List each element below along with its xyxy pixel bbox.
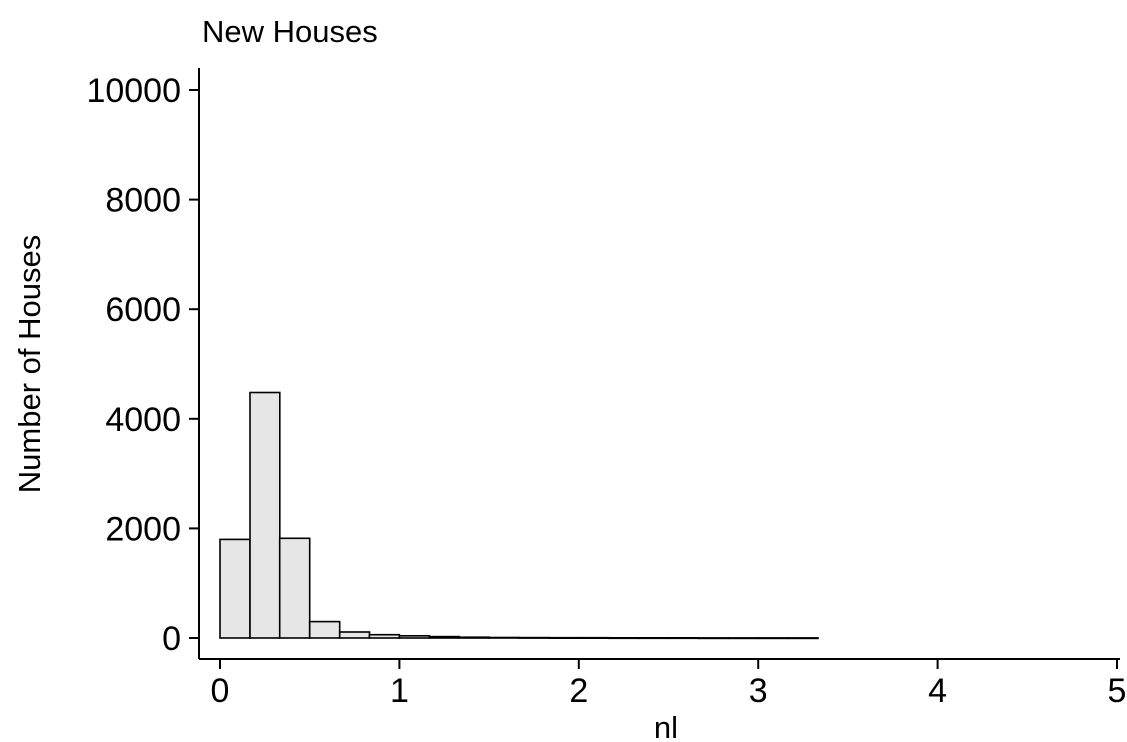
x-tick-label: 0: [211, 672, 230, 710]
histogram-bar: [249, 391, 281, 639]
y-tick-label: 8000: [105, 182, 181, 220]
y-tick-label: 0: [162, 620, 181, 658]
histogram-bar: [278, 537, 311, 639]
histogram-bar: [398, 634, 431, 639]
y-tick-label: 2000: [105, 510, 181, 548]
histogram-bar: [219, 538, 251, 639]
histogram-bar: [697, 637, 730, 640]
y-axis-ticks: 0 2000 4000 6000 8000 10000: [86, 72, 199, 658]
y-tick-label: 6000: [105, 291, 181, 329]
x-tick-label: 5: [1108, 672, 1127, 710]
histogram-bar: [637, 636, 670, 640]
histogram-bar: [607, 636, 640, 640]
y-tick-label: 10000: [86, 72, 181, 110]
histogram-bar: [547, 636, 580, 640]
x-tick-label: 4: [928, 672, 947, 710]
histogram-bar: [338, 631, 371, 639]
histogram-bar: [727, 637, 760, 640]
x-axis-ticks: 0 1 2 3 4 5: [211, 659, 1127, 710]
histogram-bar: [757, 637, 790, 640]
y-axis-label: Number of Houses: [12, 235, 47, 493]
x-tick-label: 2: [569, 672, 588, 710]
x-axis-label: nl: [654, 710, 678, 742]
histogram-bar: [787, 637, 819, 640]
x-tick-label: 1: [390, 672, 409, 710]
chart-title: New Houses: [202, 14, 378, 49]
y-tick-label: 4000: [105, 401, 181, 439]
histogram-bar: [488, 636, 520, 639]
histogram-bar: [458, 636, 490, 639]
histogram-bar: [577, 636, 610, 640]
bars-group: [219, 391, 819, 640]
histogram-bar: [368, 633, 401, 639]
histogram-bar: [667, 636, 700, 640]
histogram-bar: [428, 635, 460, 639]
x-tick-label: 3: [749, 672, 768, 710]
histogram-bar: [518, 636, 550, 639]
histogram-bar: [308, 620, 341, 639]
